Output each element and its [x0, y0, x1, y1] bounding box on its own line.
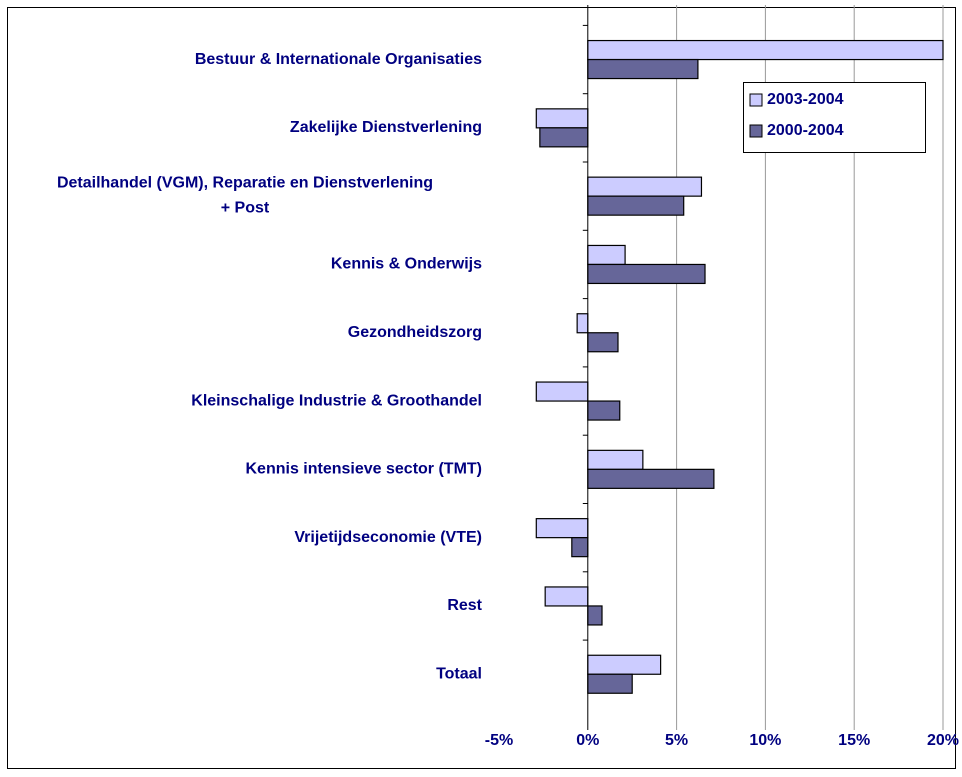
bar: [587, 449, 644, 470]
legend-label: 2000-2004: [767, 122, 844, 139]
category-label: Gezondheidszorg: [348, 324, 482, 341]
bar: [587, 195, 685, 216]
category-label: Totaal: [436, 665, 482, 682]
bar: [587, 244, 626, 266]
category-label: Bestuur & Internationale Organisaties: [195, 51, 482, 68]
bar: [535, 381, 589, 402]
bar: [587, 332, 619, 353]
bar: [587, 263, 706, 285]
legend-box: [743, 82, 926, 153]
legend: 2003-2004 2000-2004: [743, 82, 926, 153]
bar: [587, 176, 703, 197]
bar: [535, 518, 589, 539]
bar: [539, 127, 589, 148]
legend-swatch: [749, 93, 763, 107]
bar: [587, 468, 715, 489]
bar: [587, 58, 699, 80]
category-label: Detailhandel (VGM), Reparatie en Dienstv…: [57, 175, 433, 217]
x-tick-label: 15%: [838, 732, 870, 749]
bar: [576, 313, 589, 334]
category-label: Rest: [447, 597, 482, 614]
bar: [587, 673, 633, 694]
category-label: Kennis & Onderwijs: [331, 256, 482, 273]
x-tick-label: 0%: [576, 732, 599, 749]
bar: [571, 537, 589, 558]
x-tick-label: 20%: [927, 732, 959, 749]
bar: [535, 108, 589, 129]
legend-swatch: [749, 124, 763, 138]
bar: [587, 605, 603, 626]
category-label: Kennis intensieve sector (TMT): [246, 461, 483, 478]
bar: [544, 586, 589, 607]
category-label: Zakelijke Dienstverlening: [290, 119, 482, 136]
bar: [587, 39, 944, 61]
x-tick-label: -5%: [485, 732, 513, 749]
x-tick-label: 5%: [665, 732, 688, 749]
bar: [587, 400, 621, 421]
category-label: Kleinschalige Industrie & Groothandel: [191, 392, 482, 409]
bar: [587, 654, 662, 675]
category-label: Vrijetijdseconomie (VTE): [294, 529, 482, 546]
x-tick-label: 10%: [749, 732, 781, 749]
legend-label: 2003-2004: [767, 91, 844, 108]
